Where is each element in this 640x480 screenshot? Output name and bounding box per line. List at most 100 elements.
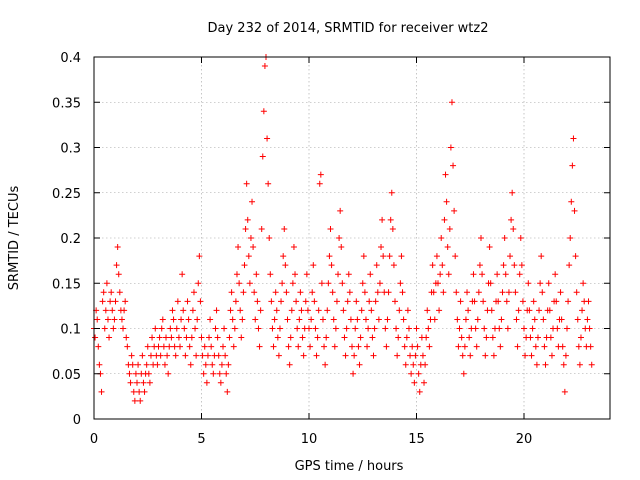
data-point	[281, 225, 288, 232]
data-point	[116, 289, 123, 296]
data-point	[414, 343, 421, 350]
data-point	[192, 325, 199, 332]
data-point	[357, 334, 364, 341]
data-point	[247, 235, 254, 241]
data-point	[203, 379, 210, 386]
data-point	[154, 361, 161, 368]
data-point	[99, 298, 106, 305]
data-point	[577, 334, 584, 341]
data-point	[450, 162, 457, 169]
data-point	[259, 153, 266, 160]
data-point	[98, 388, 105, 395]
data-point	[299, 334, 306, 341]
data-point	[197, 298, 204, 305]
data-point	[570, 135, 577, 142]
data-point	[106, 334, 113, 341]
y-axis-label: SRMTID / TECUs	[7, 186, 22, 291]
data-point	[546, 307, 553, 314]
data-point	[92, 334, 99, 341]
data-point	[359, 280, 366, 287]
data-point	[171, 343, 178, 350]
data-point	[560, 361, 567, 368]
data-point	[135, 361, 142, 368]
data-point	[419, 352, 426, 359]
data-point	[168, 334, 175, 341]
data-point	[275, 352, 282, 359]
data-point	[283, 289, 290, 296]
data-point	[199, 352, 206, 359]
data-point	[231, 325, 238, 332]
data-point	[319, 316, 326, 323]
data-point	[510, 225, 517, 232]
data-point	[361, 289, 368, 296]
data-point	[274, 334, 281, 341]
data-point	[328, 262, 335, 269]
data-point	[373, 262, 380, 269]
data-point	[174, 298, 181, 305]
data-point	[574, 316, 581, 323]
data-point	[552, 271, 559, 278]
data-point	[416, 388, 423, 395]
data-point	[455, 343, 462, 350]
data-point	[269, 325, 276, 332]
data-point	[397, 280, 404, 287]
data-point	[370, 352, 377, 359]
data-point	[410, 361, 417, 368]
data-point	[421, 379, 428, 386]
data-point	[587, 343, 594, 350]
data-point	[537, 280, 544, 287]
data-point	[254, 298, 261, 305]
data-point	[225, 361, 232, 368]
data-point	[360, 253, 367, 260]
data-point	[298, 307, 305, 314]
data-point	[230, 343, 237, 350]
data-point	[568, 198, 575, 205]
data-point	[316, 180, 323, 187]
data-point	[100, 289, 107, 296]
data-point	[415, 370, 422, 377]
data-point	[180, 307, 187, 314]
data-point	[123, 334, 130, 341]
data-point	[315, 307, 322, 314]
data-point	[239, 316, 246, 323]
data-point	[282, 262, 289, 269]
y-tick-label: 0	[73, 413, 81, 428]
data-point	[567, 235, 574, 241]
data-point	[394, 352, 401, 359]
data-point	[490, 352, 497, 359]
data-point	[96, 361, 103, 368]
data-point	[152, 325, 159, 332]
data-point	[547, 334, 554, 341]
data-point	[483, 334, 490, 341]
data-point	[289, 280, 296, 287]
data-point	[446, 225, 453, 232]
data-point	[326, 253, 333, 260]
data-point	[165, 370, 172, 377]
data-point	[388, 189, 395, 196]
data-point	[202, 361, 209, 368]
data-point	[545, 280, 552, 287]
data-point	[107, 298, 114, 305]
data-point	[169, 307, 176, 314]
data-point	[159, 316, 166, 323]
data-point	[395, 334, 402, 341]
data-point	[430, 289, 437, 296]
data-point	[513, 316, 520, 323]
data-point	[258, 225, 265, 232]
data-point	[533, 361, 540, 368]
x-tick-label: 0	[90, 432, 98, 447]
data-point	[478, 235, 484, 241]
data-point	[113, 262, 120, 269]
data-point	[292, 271, 299, 278]
data-point	[385, 289, 392, 296]
data-point	[131, 397, 138, 404]
data-point	[102, 307, 109, 314]
data-point	[308, 316, 315, 323]
data-point	[382, 325, 389, 332]
data-point	[311, 298, 318, 305]
data-point	[351, 352, 358, 359]
data-point	[272, 289, 279, 296]
data-point	[423, 334, 430, 341]
data-point	[329, 289, 336, 296]
data-point	[122, 298, 129, 305]
